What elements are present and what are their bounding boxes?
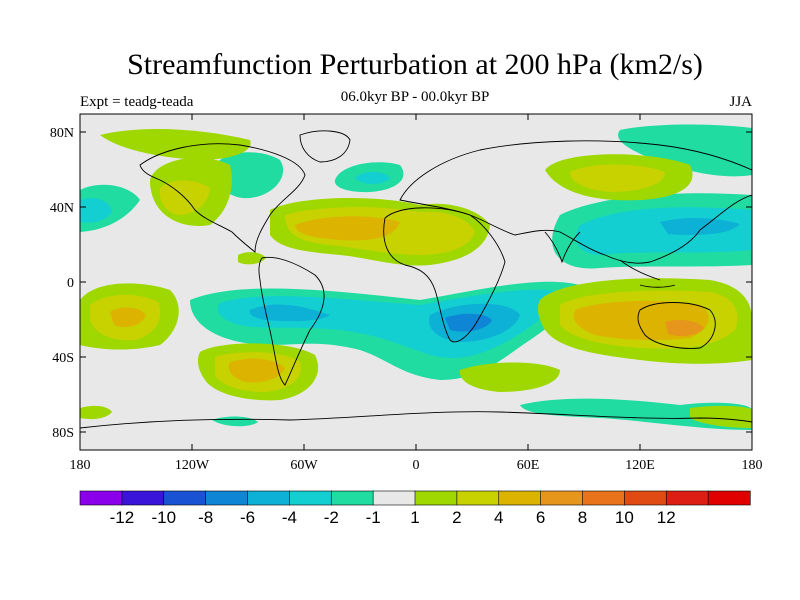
contour-region — [100, 128, 251, 160]
contour-region — [110, 307, 146, 328]
contour-region — [520, 398, 752, 430]
colorbar-swatch — [121, 490, 165, 506]
coastline-eurasia — [399, 140, 752, 264]
period-label: 06.0kyr BP - 00.0kyr BP — [340, 89, 490, 105]
longitude-labels: 180 120W 60W 0 60E 120E 180 — [70, 458, 763, 473]
colorbar-swatch — [540, 490, 584, 506]
colorbar-swatch — [624, 490, 667, 506]
lon-label: 180 — [742, 458, 763, 473]
colorbar-swatch — [582, 490, 625, 506]
coastline-india — [544, 231, 581, 264]
contour-region — [214, 152, 284, 199]
lon-label: 60W — [290, 458, 318, 473]
contour-region — [618, 124, 752, 177]
colorbar-label: 10 — [615, 508, 634, 527]
lon-label: 120W — [175, 458, 210, 473]
contour-region — [660, 217, 740, 235]
contour-region — [445, 313, 492, 332]
colorbar-label: -4 — [282, 508, 297, 527]
positive-anomaly-regions — [80, 128, 752, 428]
negative-anomaly-regions — [80, 124, 752, 430]
colorbar-swatch — [79, 490, 123, 506]
lon-label: 180 — [70, 458, 91, 473]
colorbar-swatch — [289, 490, 332, 506]
contour-region — [295, 216, 400, 241]
coastline-southeast-asia — [619, 259, 676, 288]
colorbar-swatch — [247, 490, 290, 506]
colorbar-label: -10 — [151, 508, 176, 527]
contour-region — [690, 405, 752, 428]
colorbar-label: -1 — [366, 508, 381, 527]
lat-label: 40S — [52, 351, 74, 366]
colorbar-swatch — [414, 490, 458, 506]
lon-label: 120E — [625, 458, 655, 473]
colorbar-label: 12 — [657, 508, 676, 527]
lat-label: 80S — [52, 426, 74, 441]
colorbar-label: 8 — [578, 508, 587, 527]
contour-map — [80, 114, 752, 450]
contour-region — [80, 198, 112, 223]
chart-title: Streamfunction Perturbation at 200 hPa (… — [127, 48, 703, 81]
contour-region — [228, 358, 285, 383]
colorbar-label: 2 — [452, 508, 461, 527]
colorbar-label: -8 — [198, 508, 213, 527]
contour-region — [665, 320, 704, 336]
contour-region — [238, 252, 266, 265]
colorbar-label: -12 — [110, 508, 135, 527]
colorbar-swatch — [205, 490, 249, 506]
colorbar-swatch — [456, 490, 500, 506]
axis-ticks — [80, 114, 752, 450]
colorbar-label: 6 — [536, 508, 545, 527]
lat-label: 80N — [50, 126, 74, 141]
colorbar-swatch — [372, 490, 416, 506]
contour-region — [459, 362, 560, 392]
contour-region — [249, 304, 330, 322]
coastline-north-america — [139, 143, 306, 253]
colorbar-label: -2 — [324, 508, 339, 527]
experiment-label: Expt = teadg-teada — [80, 94, 194, 110]
latitude-labels: 80N 40N 0 40S 80S — [50, 126, 74, 441]
contour-region — [355, 172, 390, 184]
colorbar-swatch — [707, 490, 751, 506]
lon-label: 0 — [413, 458, 420, 473]
colorbar-swatch — [330, 490, 374, 506]
colorbar-swatch — [665, 490, 709, 506]
coastline-antarctica — [80, 411, 752, 429]
lat-label: 0 — [67, 276, 74, 291]
colorbar-swatch — [498, 490, 542, 506]
colorbar: -12 -10 -8 -6 -4 -2 -1 1 2 4 6 8 10 12 — [79, 490, 751, 527]
colorbar-label: 4 — [494, 508, 503, 527]
coastline-australia — [637, 302, 716, 349]
colorbar-label: 1 — [410, 508, 419, 527]
coastline-greenland — [299, 130, 351, 163]
contour-region — [80, 405, 112, 420]
colorbar-swatch — [163, 490, 207, 506]
coastlines — [80, 130, 752, 429]
season-label: JJA — [729, 94, 752, 110]
lat-label: 40N — [50, 201, 74, 216]
contour-region — [570, 164, 665, 192]
colorbar-label: -6 — [240, 508, 255, 527]
coastline-south-america — [258, 256, 325, 386]
lon-label: 60E — [517, 458, 540, 473]
